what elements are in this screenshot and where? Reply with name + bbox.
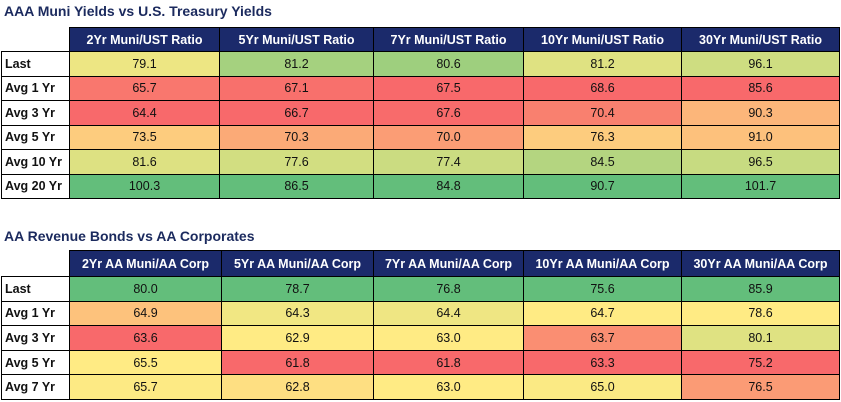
- value-cell: 91.0: [681, 124, 840, 150]
- value-cell: 78.7: [221, 276, 374, 302]
- value-cell: 64.7: [523, 300, 682, 327]
- row-label: Avg 10 Yr: [1, 149, 70, 175]
- row-label: Avg 20 Yr: [1, 173, 70, 199]
- value-cell: 66.7: [219, 100, 374, 126]
- value-cell: 73.5: [69, 124, 220, 150]
- row-label: Avg 1 Yr: [1, 75, 70, 101]
- column-header: 30Yr AA Muni/AA Corp: [681, 250, 840, 277]
- data-table: 2Yr Muni/UST Ratio 5Yr Muni/UST Ratio 7Yr …: [1, 27, 840, 199]
- value-cell: 64.4: [69, 100, 220, 126]
- value-cell: 100.3: [69, 173, 220, 199]
- value-cell: 78.6: [681, 300, 840, 327]
- data-row: Avg 1 Yr 64.9 64.3 64.4 64.7 78.6: [1, 300, 840, 327]
- header-row: 2Yr Muni/UST Ratio 5Yr Muni/UST Ratio 7Yr …: [1, 27, 840, 52]
- row-label: Avg 3 Yr: [1, 100, 70, 126]
- value-cell: 90.3: [681, 100, 840, 126]
- data-row: Avg 5 Yr 73.5 70.3 70.0 76.3 91.0: [1, 124, 840, 150]
- value-cell: 96.5: [681, 149, 840, 175]
- column-header: 2Yr Muni/UST Ratio: [69, 27, 220, 52]
- column-header: 10Yr AA Muni/AA Corp: [523, 250, 682, 277]
- row-label: Avg 3 Yr: [1, 325, 70, 351]
- row-label: Avg 1 Yr: [1, 300, 70, 327]
- data-row: Avg 1 Yr 65.7 67.1 67.5 68.6 85.6: [1, 75, 840, 101]
- value-cell: 84.8: [373, 173, 524, 199]
- corner-cell: [1, 250, 70, 277]
- value-cell: 81.6: [69, 149, 220, 175]
- column-header: 5Yr Muni/UST Ratio: [219, 27, 374, 52]
- column-header: 2Yr AA Muni/AA Corp: [69, 250, 222, 277]
- value-cell: 65.7: [69, 374, 222, 400]
- column-header: 30Yr Muni/UST Ratio: [681, 27, 840, 52]
- data-row: Last 80.0 78.7 76.8 75.6 85.9: [1, 276, 840, 302]
- value-cell: 81.2: [219, 51, 374, 77]
- value-cell: 80.0: [69, 276, 222, 302]
- value-cell: 76.8: [373, 276, 524, 302]
- value-cell: 63.3: [523, 349, 682, 376]
- value-cell: 77.4: [373, 149, 524, 175]
- value-cell: 63.7: [523, 325, 682, 351]
- value-cell: 70.3: [219, 124, 374, 150]
- value-cell: 70.0: [373, 124, 524, 150]
- value-cell: 63.0: [373, 374, 524, 400]
- value-cell: 80.6: [373, 51, 524, 77]
- value-cell: 65.5: [69, 349, 222, 376]
- value-cell: 61.8: [221, 349, 374, 376]
- table-title: AAA Muni Yields vs U.S. Treasury Yields: [4, 3, 272, 19]
- column-header: 5Yr AA Muni/AA Corp: [221, 250, 374, 277]
- value-cell: 90.7: [523, 173, 682, 199]
- value-cell: 67.6: [373, 100, 524, 126]
- value-cell: 62.8: [221, 374, 374, 400]
- corner-cell: [1, 27, 70, 52]
- value-cell: 84.5: [523, 149, 682, 175]
- column-header: 7Yr AA Muni/AA Corp: [373, 250, 524, 277]
- data-row: Avg 3 Yr 63.6 62.9 63.0 63.7 80.1: [1, 325, 840, 351]
- value-cell: 76.3: [523, 124, 682, 150]
- value-cell: 67.1: [219, 75, 374, 101]
- value-cell: 81.2: [523, 51, 682, 77]
- value-cell: 67.5: [373, 75, 524, 101]
- value-cell: 96.1: [681, 51, 840, 77]
- data-row: Avg 10 Yr 81.6 77.6 77.4 84.5 96.5: [1, 149, 840, 175]
- data-row: Avg 7 Yr 65.7 62.8 63.0 65.0 76.5: [1, 374, 840, 400]
- row-label: Avg 7 Yr: [1, 374, 70, 400]
- data-row: Avg 5 Yr 65.5 61.8 61.8 63.3 75.2: [1, 349, 840, 376]
- header-row: 2Yr AA Muni/AA Corp 5Yr AA Muni/AA Corp 7Y…: [1, 250, 840, 277]
- value-cell: 68.6: [523, 75, 682, 101]
- value-cell: 61.8: [373, 349, 524, 376]
- value-cell: 85.6: [681, 75, 840, 101]
- row-label: Last: [1, 276, 70, 302]
- value-cell: 76.5: [681, 374, 840, 400]
- table-title: AA Revenue Bonds vs AA Corporates: [4, 228, 255, 244]
- value-cell: 75.6: [523, 276, 682, 302]
- value-cell: 65.0: [523, 374, 682, 400]
- value-cell: 64.4: [373, 300, 524, 327]
- value-cell: 63.0: [373, 325, 524, 351]
- value-cell: 80.1: [681, 325, 840, 351]
- data-row: Avg 20 Yr 100.3 86.5 84.8 90.7 101.7: [1, 173, 840, 199]
- value-cell: 77.6: [219, 149, 374, 175]
- value-cell: 65.7: [69, 75, 220, 101]
- value-cell: 64.3: [221, 300, 374, 327]
- data-row: Last 79.1 81.2 80.6 81.2 96.1: [1, 51, 840, 77]
- value-cell: 70.4: [523, 100, 682, 126]
- row-label: Avg 5 Yr: [1, 349, 70, 376]
- data-row: Avg 3 Yr 64.4 66.7 67.6 70.4 90.3: [1, 100, 840, 126]
- column-header: 7Yr Muni/UST Ratio: [373, 27, 524, 52]
- value-cell: 86.5: [219, 173, 374, 199]
- row-label: Avg 5 Yr: [1, 124, 70, 150]
- column-header: 10Yr Muni/UST Ratio: [523, 27, 682, 52]
- row-label: Last: [1, 51, 70, 77]
- value-cell: 62.9: [221, 325, 374, 351]
- value-cell: 79.1: [69, 51, 220, 77]
- value-cell: 101.7: [681, 173, 840, 199]
- value-cell: 75.2: [681, 349, 840, 376]
- value-cell: 85.9: [681, 276, 840, 302]
- value-cell: 63.6: [69, 325, 222, 351]
- value-cell: 64.9: [69, 300, 222, 327]
- data-table: 2Yr AA Muni/AA Corp 5Yr AA Muni/AA Corp 7Y…: [1, 250, 840, 400]
